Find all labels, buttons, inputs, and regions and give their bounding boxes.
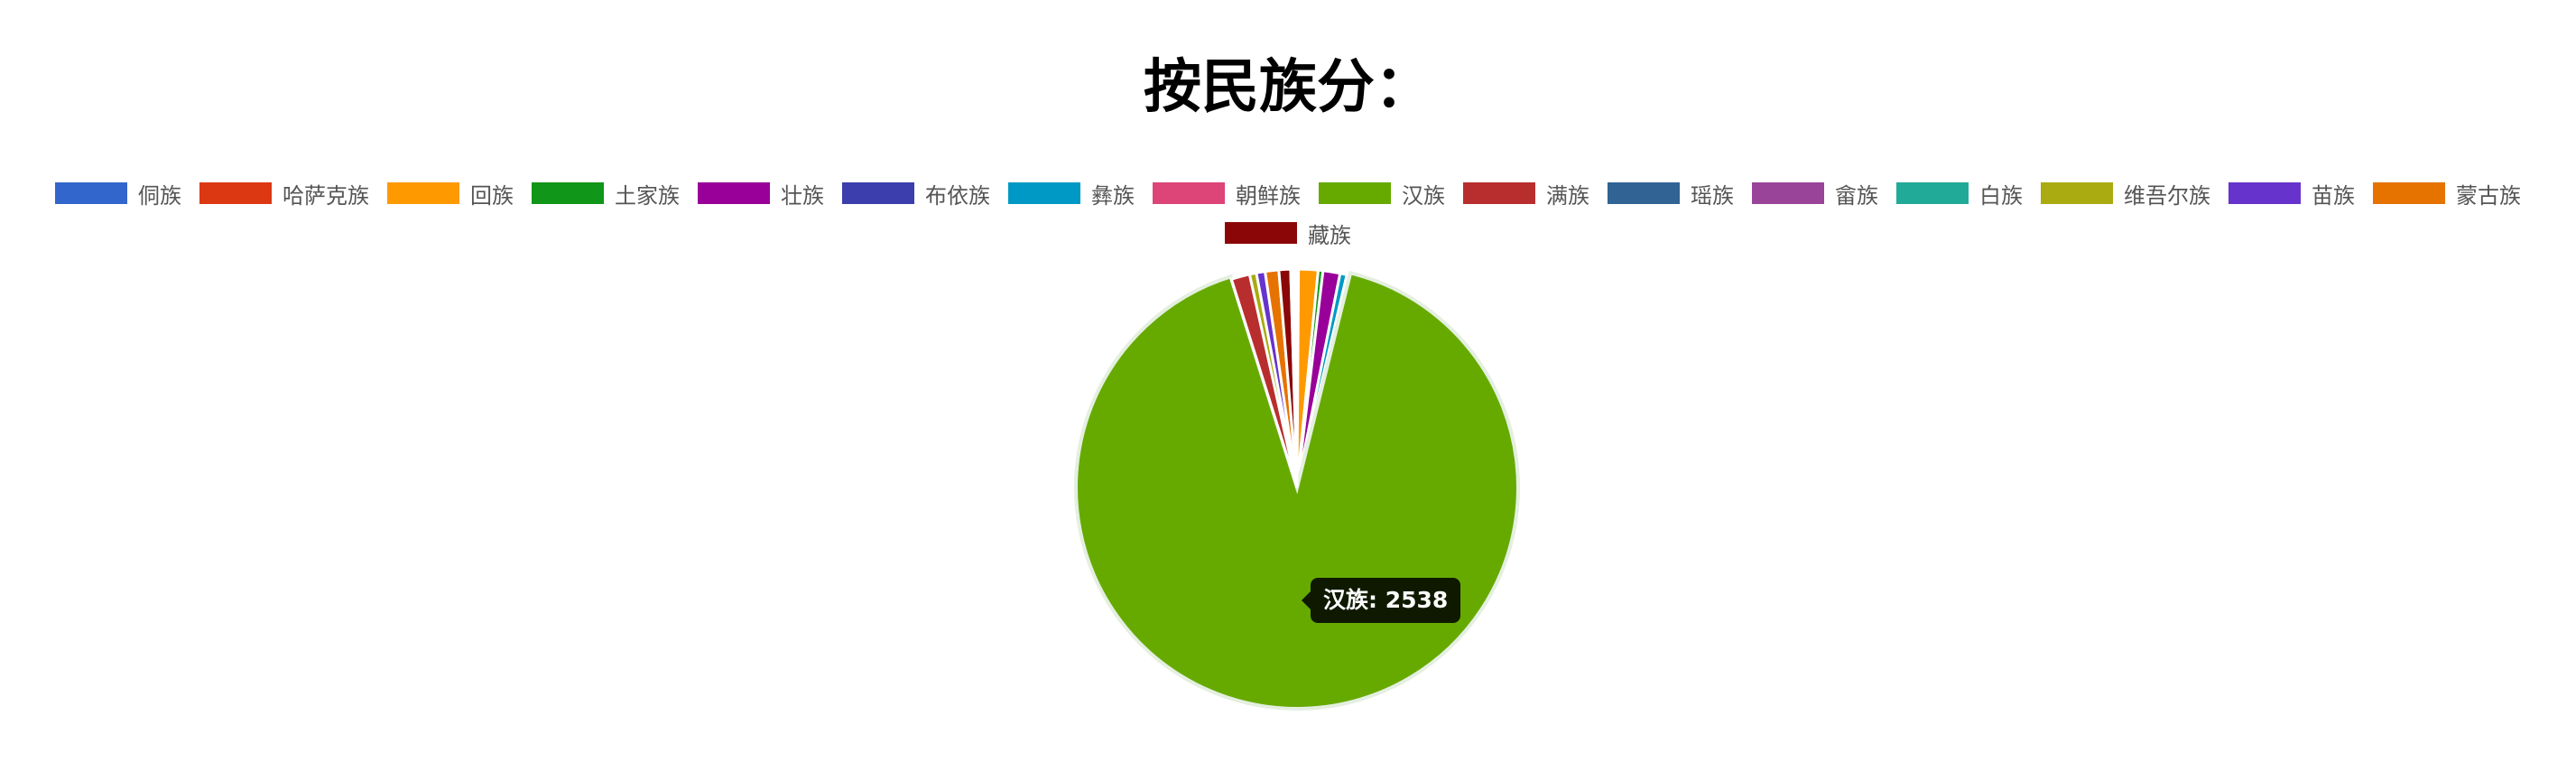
- legend-swatch: [387, 182, 459, 204]
- legend-item[interactable]: 畲族: [1752, 178, 1878, 209]
- legend-item[interactable]: 回族: [387, 178, 514, 209]
- legend-swatch: [1608, 182, 1680, 204]
- legend-label: 土家族: [615, 182, 680, 209]
- legend-label: 回族: [470, 182, 514, 209]
- legend-label: 侗族: [138, 182, 181, 209]
- legend-label: 哈萨克族: [283, 182, 369, 209]
- legend-swatch: [842, 182, 914, 204]
- legend-swatch: [532, 182, 604, 204]
- legend-item[interactable]: 彝族: [1008, 178, 1135, 209]
- legend-item[interactable]: 土家族: [532, 178, 680, 209]
- legend-label: 瑶族: [1691, 182, 1734, 209]
- legend-item[interactable]: 满族: [1463, 178, 1589, 209]
- legend-label: 朝鲜族: [1236, 182, 1301, 209]
- legend-item[interactable]: 壮族: [698, 178, 824, 209]
- legend-item[interactable]: 汉族: [1319, 178, 1445, 209]
- legend-item[interactable]: 蒙古族: [2373, 178, 2521, 209]
- legend-swatch: [2229, 182, 2301, 204]
- legend-label: 白族: [1979, 182, 2023, 209]
- chart-title: 按民族分：: [1144, 54, 1432, 121]
- legend-item[interactable]: 苗族: [2229, 178, 2355, 209]
- legend-label: 汉族: [1402, 182, 1445, 209]
- legend-item[interactable]: 布依族: [842, 178, 990, 209]
- legend-swatch: [1225, 222, 1297, 244]
- legend-item[interactable]: 维吾尔族: [2041, 178, 2210, 209]
- legend-label: 彝族: [1091, 182, 1135, 209]
- legend-swatch: [1463, 182, 1535, 204]
- slice-tooltip: 汉族: 2538: [1301, 578, 1461, 623]
- legend-label: 布依族: [925, 182, 990, 209]
- legend-label: 蒙古族: [2456, 182, 2521, 209]
- legend-label: 壮族: [781, 182, 824, 209]
- legend-label: 畲族: [1835, 182, 1878, 209]
- legend-label: 满族: [1546, 182, 1589, 209]
- legend-swatch: [2041, 182, 2113, 204]
- chart-legend: 侗族 哈萨克族 回族 土家族 壮族 布依族 彝族 朝鲜族 汉族 满族 瑶族 畲族 白族 维吾尔族 苗族 蒙古族…: [0, 173, 2576, 253]
- legend-swatch: [1153, 182, 1225, 204]
- pie-slice[interactable]: [1293, 267, 1299, 488]
- legend-label: 苗族: [2312, 182, 2355, 209]
- legend-label: 维吾尔族: [2124, 182, 2210, 209]
- legend-row: 藏族: [0, 213, 2576, 253]
- legend-swatch: [698, 182, 770, 204]
- legend-swatch: [199, 182, 272, 204]
- legend-swatch: [1752, 182, 1824, 204]
- legend-item[interactable]: 白族: [1896, 178, 2023, 209]
- legend-swatch: [1008, 182, 1080, 204]
- legend-swatch: [2373, 182, 2445, 204]
- legend-item[interactable]: 瑶族: [1608, 178, 1734, 209]
- legend-row: 侗族 哈萨克族 回族 土家族 壮族 布依族 彝族 朝鲜族 汉族 满族 瑶族 畲族 白族 维吾尔族 苗族 蒙古族: [0, 173, 2576, 213]
- legend-item[interactable]: 朝鲜族: [1153, 178, 1301, 209]
- legend-swatch: [55, 182, 127, 204]
- legend-label: 藏族: [1308, 222, 1351, 248]
- legend-item[interactable]: 侗族: [55, 178, 181, 209]
- legend-swatch: [1319, 182, 1391, 204]
- legend-item[interactable]: 藏族: [1225, 218, 1351, 249]
- legend-swatch: [1896, 182, 1969, 204]
- legend-item[interactable]: 哈萨克族: [199, 178, 369, 209]
